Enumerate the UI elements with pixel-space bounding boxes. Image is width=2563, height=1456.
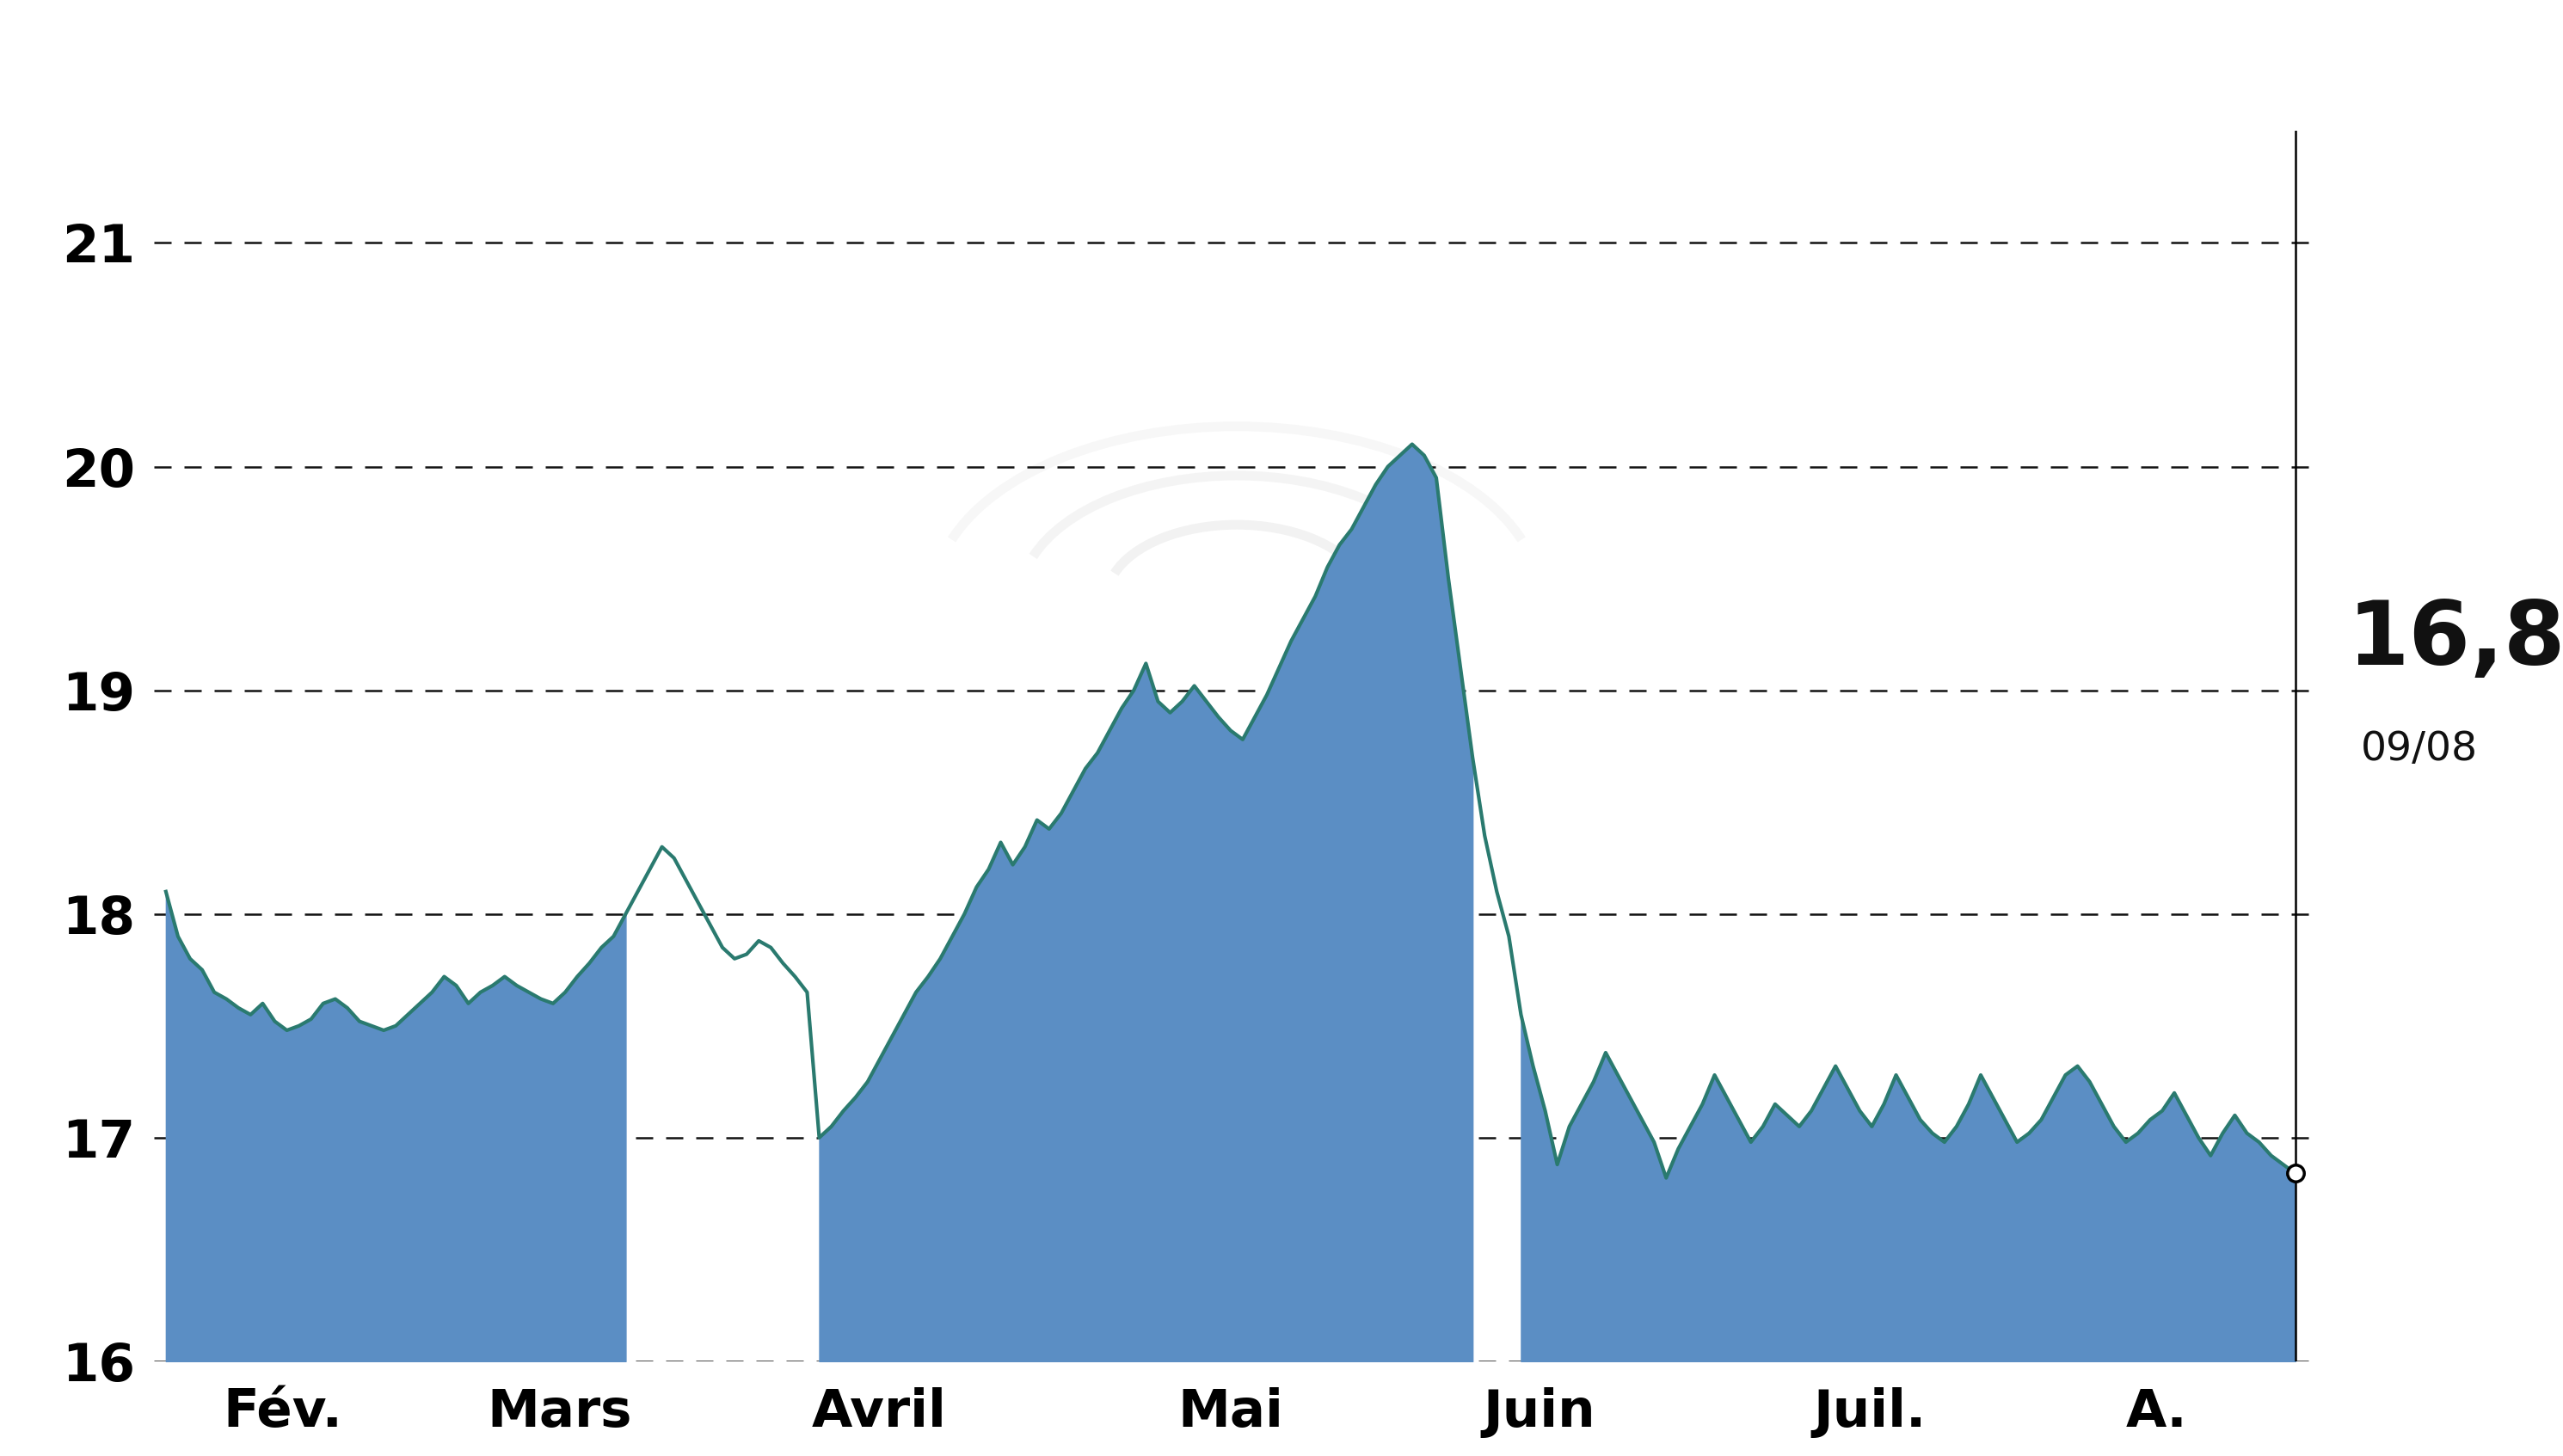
Text: 16,84: 16,84 bbox=[2348, 597, 2563, 684]
Text: 09/08: 09/08 bbox=[2361, 731, 2478, 769]
Text: CRCAM BRIE PIC2CCI: CRCAM BRIE PIC2CCI bbox=[738, 9, 1825, 100]
